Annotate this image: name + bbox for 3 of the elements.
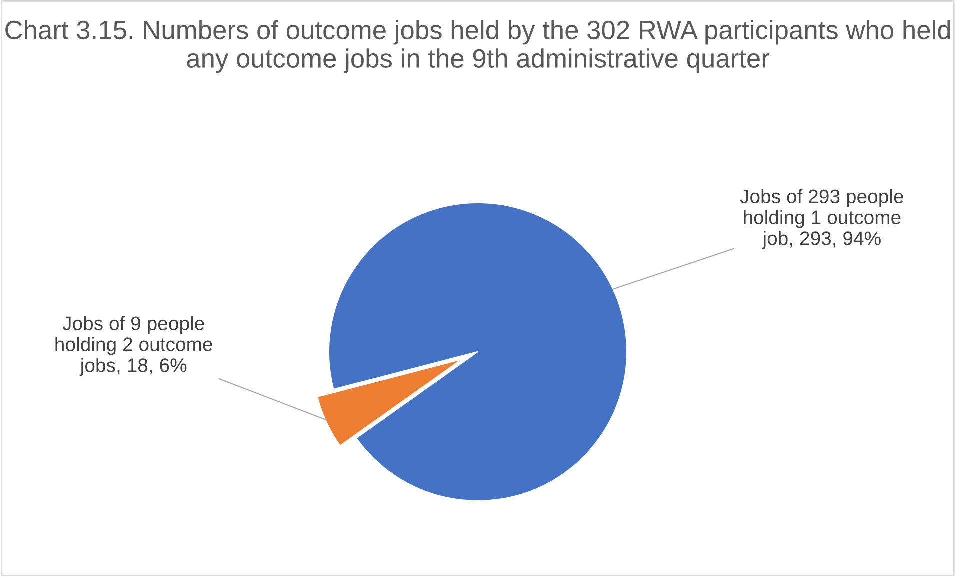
- chart-title: Chart 3.15. Numbers of outcome jobs held by the 302 RWA participants who held any outcome jobs in the 9th administrative quarter: [6, 20, 950, 74]
- slice-label: Jobs of 9 people holding 2 outcome jobs, 18, 6%: [56, 316, 212, 376]
- slice-label: Jobs of 293 people holding 1 outcome job, 293, 94%: [740, 189, 904, 250]
